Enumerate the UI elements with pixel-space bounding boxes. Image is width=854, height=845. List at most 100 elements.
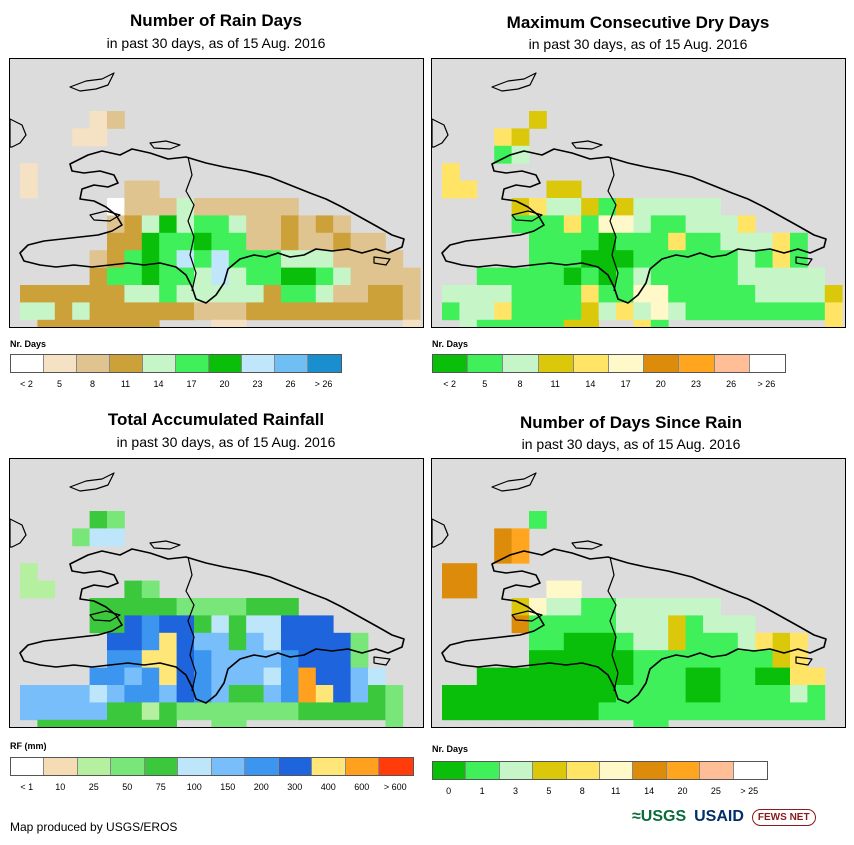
grid-cell xyxy=(72,702,90,721)
grid-cell xyxy=(124,302,143,321)
grid-cell xyxy=(194,302,212,321)
island-outline xyxy=(795,656,813,666)
grid-cell xyxy=(107,528,125,547)
grid-cell xyxy=(107,198,125,216)
grid-cell xyxy=(824,302,843,321)
panel-2-title: Maximum Consecutive Dry Days xyxy=(506,13,770,32)
grid-cell xyxy=(685,598,704,616)
grid-cell xyxy=(159,615,177,634)
grid-cell xyxy=(54,319,73,327)
legend-tick-label: 5 xyxy=(56,379,63,389)
grid-cell xyxy=(703,667,721,686)
grid-cell xyxy=(315,632,334,651)
grid-cell xyxy=(54,285,73,303)
grid-cell xyxy=(755,232,773,251)
grid-cell xyxy=(790,267,808,286)
island-outline xyxy=(69,472,115,492)
island-outline xyxy=(511,610,543,622)
grid-cell xyxy=(315,302,334,321)
grid-cell xyxy=(720,685,739,703)
haiti-dr-border xyxy=(607,556,619,692)
grid-cell xyxy=(703,650,721,668)
grid-cell xyxy=(772,302,791,321)
grid-cell xyxy=(720,302,739,321)
grid-cell xyxy=(650,719,669,727)
grid-cell xyxy=(581,302,599,321)
grid-cell xyxy=(72,719,90,727)
grid-cell xyxy=(350,285,369,303)
grid-cell xyxy=(737,250,756,268)
grid-cell xyxy=(176,615,195,634)
grid-cell xyxy=(755,285,773,303)
grid-cell xyxy=(494,145,512,164)
panel-1-subtitle: in past 30 days, as of 15 Aug. 2016 xyxy=(106,35,326,51)
grid-cell xyxy=(89,528,108,547)
grid-cell xyxy=(529,632,547,651)
legend-swatch xyxy=(679,355,715,372)
grid-cell xyxy=(703,685,721,703)
grid-cell xyxy=(20,163,38,181)
grid-cell xyxy=(298,702,317,721)
grid-cell xyxy=(281,215,299,234)
grid-cell xyxy=(563,198,582,216)
grid-cell xyxy=(581,215,599,234)
grid-cell xyxy=(616,267,634,286)
legend-swatch xyxy=(245,758,279,775)
legend-swatch xyxy=(44,355,77,372)
grid-cell xyxy=(368,232,386,251)
grid-cell xyxy=(737,702,756,721)
grid-cell xyxy=(141,198,160,216)
legend-swatch xyxy=(433,762,467,779)
legend-tick-label: 300 xyxy=(287,782,303,792)
grid-cell xyxy=(124,232,143,251)
grid-cell xyxy=(211,302,230,321)
legend-tick-label: 400 xyxy=(320,782,336,792)
grid-cell xyxy=(159,285,177,303)
grid-cell xyxy=(228,215,247,234)
grid-cell xyxy=(228,232,247,251)
grid-cell xyxy=(107,667,125,686)
grid-cell xyxy=(685,650,704,668)
grid-cell xyxy=(89,250,108,268)
grid-cell xyxy=(333,267,351,286)
legend-tick-label: 100 xyxy=(186,782,202,792)
grid-cell xyxy=(737,650,756,668)
grid-cell xyxy=(385,702,404,721)
legend-tick-label: 600 xyxy=(354,782,370,792)
grid-cell xyxy=(350,267,369,286)
legend-tick-label: 14 xyxy=(585,379,596,389)
grid-cell xyxy=(333,285,351,303)
grid-cell xyxy=(124,615,143,634)
grid-cell xyxy=(790,632,808,651)
island-outline xyxy=(149,540,181,550)
grid-cell xyxy=(333,632,351,651)
grid-cell xyxy=(581,598,599,616)
grid-cell xyxy=(281,702,299,721)
grid-cell xyxy=(650,215,669,234)
grid-cell xyxy=(124,702,143,721)
grid-cell xyxy=(703,615,721,634)
grid-cell xyxy=(281,285,299,303)
island-outline xyxy=(373,256,391,266)
grid-cell xyxy=(563,580,582,599)
grid-cell xyxy=(633,285,652,303)
grid-cell xyxy=(107,302,125,321)
grid-cell xyxy=(633,650,652,668)
grid-cell xyxy=(37,702,56,721)
grid-cell xyxy=(459,685,478,703)
grid-cell xyxy=(211,250,230,268)
grid-cell xyxy=(442,180,460,199)
grid-cell xyxy=(89,667,108,686)
grid-cell xyxy=(124,580,143,599)
grid-cell xyxy=(807,667,826,686)
grid-cell xyxy=(703,302,721,321)
grid-cell xyxy=(529,598,547,616)
legend-swatch xyxy=(178,758,212,775)
legend-tick-label: 0 xyxy=(446,786,452,796)
grid-cell xyxy=(107,285,125,303)
grid-cell xyxy=(755,685,773,703)
grid-cell xyxy=(89,302,108,321)
grid-cell xyxy=(703,215,721,234)
island-outline xyxy=(491,72,537,92)
grid-cell xyxy=(141,667,160,686)
